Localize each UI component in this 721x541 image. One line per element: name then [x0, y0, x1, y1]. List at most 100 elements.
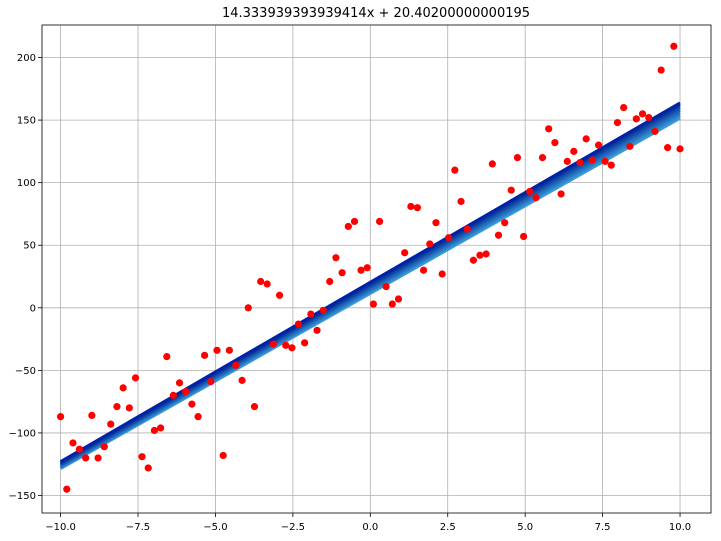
x-tick-label: −2.5: [281, 522, 305, 533]
data-point: [100, 443, 108, 451]
x-tick-label: 0.0: [362, 522, 378, 533]
data-point: [169, 391, 177, 399]
data-point: [313, 326, 321, 334]
data-point: [538, 154, 547, 162]
data-point: [350, 217, 359, 226]
data-point: [75, 445, 84, 453]
x-tick-label: −5.0: [203, 522, 227, 533]
data-point: [601, 157, 609, 165]
data-point: [263, 280, 271, 288]
data-point: [213, 346, 221, 354]
data-point: [388, 300, 396, 308]
data-point: [413, 204, 421, 212]
data-point: [394, 295, 403, 303]
data-point: [238, 376, 246, 384]
y-tick-label: −100: [9, 428, 36, 439]
data-point: [175, 379, 184, 387]
data-point: [282, 341, 290, 349]
data-point: [219, 451, 227, 460]
data-point: [201, 351, 209, 359]
data-point: [375, 217, 384, 226]
chart-title: 14.333939393939414x + 20.40200000000195: [222, 6, 530, 21]
data-point: [194, 413, 202, 421]
x-tick-label: −7.5: [126, 522, 150, 533]
data-point: [131, 374, 140, 382]
data-point: [563, 157, 571, 165]
data-point: [664, 144, 672, 152]
data-point: [526, 187, 534, 196]
data-point: [225, 346, 233, 354]
y-tick-label: 0: [30, 303, 36, 314]
data-point: [207, 378, 215, 386]
data-point: [620, 103, 628, 112]
data-point: [501, 219, 509, 227]
data-point: [88, 411, 96, 419]
data-point: [269, 340, 277, 348]
x-axis-ticks: −10.0 −7.5 −5.0 −2.5 0.0 2.5 5.0 7.5 10.0: [45, 513, 691, 533]
data-point: [576, 159, 584, 167]
data-point: [338, 269, 346, 277]
data-point: [451, 166, 459, 174]
y-tick-label: 50: [23, 241, 36, 252]
data-point: [138, 453, 146, 461]
data-point: [507, 186, 515, 194]
data-point: [382, 282, 390, 291]
data-point: [513, 154, 522, 162]
x-tick-label: 2.5: [440, 522, 456, 533]
data-point: [594, 141, 603, 149]
data-point: [326, 277, 334, 286]
data-point: [275, 291, 284, 299]
data-point: [407, 202, 415, 211]
data-point: [69, 439, 77, 447]
y-tick-label: 150: [17, 116, 36, 127]
data-point: [557, 190, 565, 198]
data-point: [638, 110, 647, 118]
data-point: [307, 310, 315, 318]
data-point: [488, 160, 496, 168]
data-point: [157, 424, 165, 432]
data-point: [545, 125, 553, 133]
data-point: [188, 400, 196, 408]
data-point: [63, 485, 71, 493]
x-tick-label: −10.0: [45, 522, 76, 533]
data-point: [570, 147, 578, 155]
data-point: [657, 66, 665, 74]
data-point: [676, 145, 684, 153]
data-point: [607, 161, 615, 169]
data-point: [232, 361, 240, 369]
fit-lines-layer: [59, 101, 681, 470]
data-point: [401, 249, 409, 257]
data-point: [119, 384, 127, 392]
data-point: [645, 113, 653, 122]
data-point: [520, 232, 528, 241]
data-point: [469, 256, 478, 264]
data-point: [613, 119, 622, 127]
data-point: [532, 194, 540, 202]
data-point: [288, 344, 296, 352]
y-axis-ticks: −150 −100 −50 0 50 100 150 200: [9, 53, 42, 502]
y-tick-label: −150: [9, 491, 36, 502]
data-point: [94, 454, 102, 462]
data-point: [582, 135, 590, 143]
data-point: [107, 420, 115, 428]
data-point: [432, 219, 440, 227]
plot-frame: [41, 24, 712, 514]
data-point: [113, 403, 121, 411]
data-point: [344, 222, 352, 231]
y-tick-label: 100: [17, 178, 36, 189]
x-tick-label: 7.5: [595, 522, 611, 533]
data-point: [369, 300, 378, 308]
y-tick-label: −50: [15, 366, 36, 377]
data-point: [476, 251, 484, 259]
data-point: [551, 139, 559, 147]
data-point: [494, 231, 503, 239]
data-point: [150, 426, 159, 435]
data-point: [463, 225, 471, 233]
data-point: [125, 404, 133, 412]
data-point: [482, 250, 490, 258]
data-point: [670, 42, 678, 50]
data-point: [363, 264, 371, 272]
x-tick-label: 5.0: [517, 522, 533, 533]
data-point: [56, 413, 65, 421]
